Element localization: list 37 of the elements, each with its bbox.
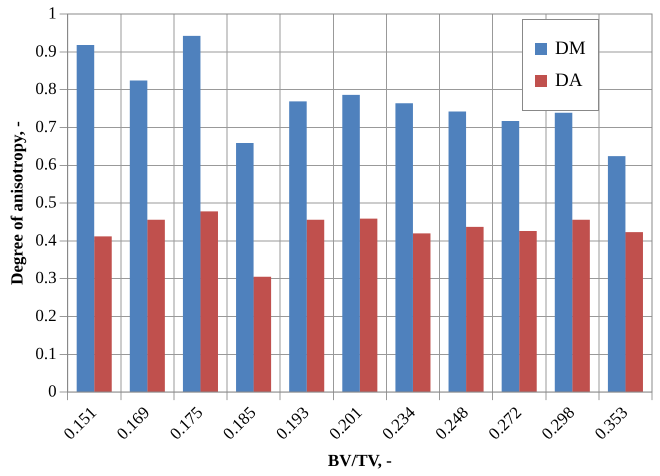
bar xyxy=(502,121,520,392)
y-tick-label: 0.5 xyxy=(35,192,57,212)
bar xyxy=(572,220,590,392)
bar xyxy=(254,276,272,392)
bar xyxy=(448,112,466,392)
y-tick-label: 0.6 xyxy=(35,154,57,174)
y-tick-label: 0.9 xyxy=(35,41,57,60)
bar xyxy=(76,45,94,392)
bar xyxy=(395,103,413,392)
bar xyxy=(200,211,218,392)
bar xyxy=(608,156,626,392)
bar xyxy=(236,142,254,392)
bar xyxy=(554,112,572,392)
bar xyxy=(519,231,537,392)
x-axis-title: BV/TV, - xyxy=(328,451,392,470)
y-tick-label: 0.1 xyxy=(35,344,57,363)
bar xyxy=(466,226,484,392)
legend-label: DM xyxy=(554,38,586,60)
bar xyxy=(182,36,200,392)
y-tick-label: 0.4 xyxy=(35,230,58,250)
bar xyxy=(130,80,148,392)
y-tick-label: 0.8 xyxy=(35,79,57,98)
bar xyxy=(625,232,643,392)
bar xyxy=(147,220,165,392)
bar xyxy=(412,233,430,392)
bar xyxy=(342,94,360,392)
y-tick-label: 0 xyxy=(48,382,57,401)
legend-label: DA xyxy=(554,70,584,92)
y-tick-label: 0.2 xyxy=(35,306,57,325)
y-tick-label: 0.3 xyxy=(35,268,57,288)
y-axis-title: Degree of anisotropy, - xyxy=(8,120,27,285)
y-tick-label: 1 xyxy=(48,3,57,22)
bar xyxy=(289,101,307,392)
bar xyxy=(360,218,378,392)
bar xyxy=(306,220,324,392)
bar xyxy=(94,236,112,392)
y-tick-label: 0.7 xyxy=(35,116,58,136)
